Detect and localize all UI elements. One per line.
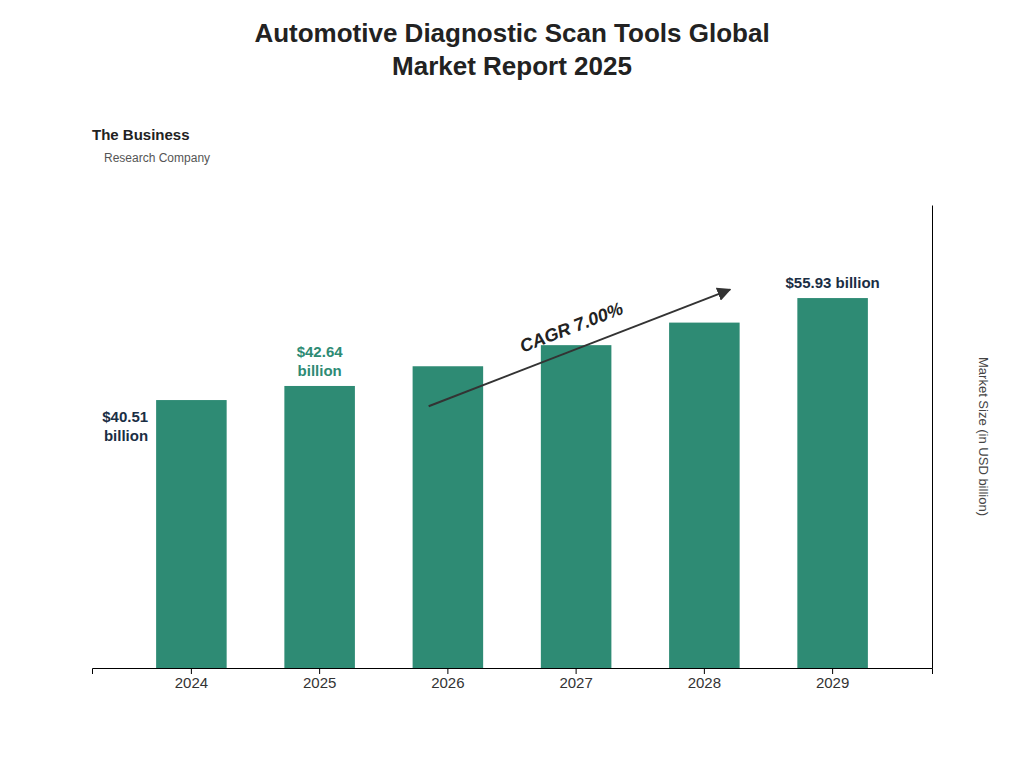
title-line: Automotive Diagnostic Scan Tools Global: [254, 18, 769, 48]
x-tick-label: 2026: [431, 674, 464, 691]
bars: [156, 298, 868, 668]
bar-label-line: billion: [298, 362, 342, 379]
x-tick: 2025: [303, 668, 336, 691]
bar-label-line: $42.64: [297, 343, 344, 360]
logo: The Business Research Company: [92, 126, 210, 165]
title: Automotive Diagnostic Scan Tools GlobalM…: [254, 18, 769, 81]
y-axis-title: Market Size (in USD billion): [976, 357, 991, 516]
x-tick: 2024: [175, 668, 208, 691]
plot: 202420252026202720282029$40.51billion$42…: [93, 206, 933, 691]
trend-arrow: [429, 290, 730, 407]
bar-label-line: $40.51: [102, 408, 148, 425]
bar-label: $40.51 billion: [102, 408, 148, 444]
x-tick: 2026: [431, 668, 464, 691]
y-axis: [932, 206, 933, 669]
x-tick-label: 2028: [688, 674, 721, 691]
bar: [797, 298, 868, 668]
y-axis-line: [932, 206, 933, 669]
bar: [541, 345, 612, 668]
x-axis: 2024 2025 2026 2027 2028 2029: [93, 668, 933, 691]
x-tick: 2029: [816, 668, 849, 691]
x-tick: 2027: [559, 668, 592, 691]
x-axis-line: [93, 669, 933, 675]
x-tick-label: 2029: [816, 674, 849, 691]
bar-label-line: billion: [104, 427, 148, 444]
chart-root: Automotive Diagnostic Scan Tools GlobalM…: [0, 0, 1024, 768]
annotations: $40.51 billion $42.64 billion $55.93 billion…: [102, 274, 879, 444]
logo-text: The Business: [92, 126, 190, 143]
trend-label: CAGR 7.00%: [517, 298, 626, 356]
bar-label: $42.64 billion: [297, 343, 344, 379]
bar: [284, 386, 355, 668]
x-tick-label: 2024: [175, 674, 208, 691]
x-tick-label: 2027: [559, 674, 592, 691]
bar-label-line: $55.93 billion: [786, 274, 880, 291]
bar: [669, 323, 740, 668]
logo-text: Research Company: [104, 151, 210, 165]
title-line: Market Report 2025: [392, 51, 632, 81]
bar: [156, 400, 227, 668]
bar: [413, 366, 484, 668]
x-tick-label: 2025: [303, 674, 336, 691]
bar-label: $55.93 billion: [786, 274, 880, 291]
x-tick: 2028: [688, 668, 721, 691]
